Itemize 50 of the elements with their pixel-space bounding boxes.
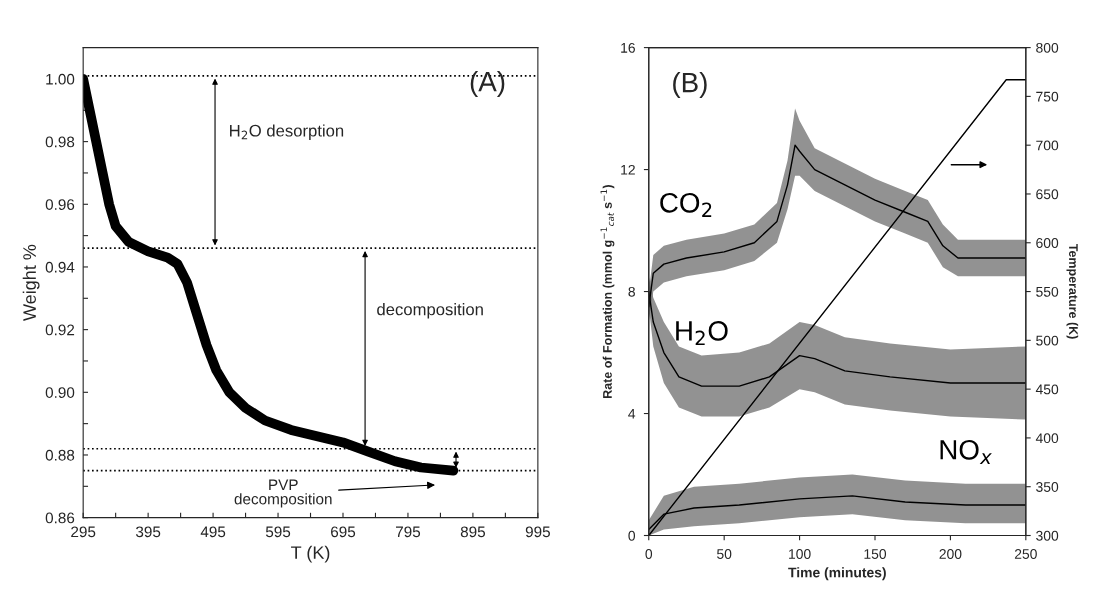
y2-tick-label: 400	[1035, 433, 1059, 444]
annotation: H$_{2}$O desorption	[230, 124, 344, 140]
annotation: decomposition	[377, 303, 483, 319]
y2-tick-label: 750	[1036, 91, 1059, 102]
series-label: CO$_{2}$	[660, 192, 712, 217]
y2-tick-label: 800	[1036, 42, 1059, 53]
y2-tick-label: 300	[1036, 530, 1059, 541]
y2-tick-label: 700	[1036, 140, 1059, 151]
y-tick-label: 0.92	[45, 324, 75, 336]
x-tick-label: 0	[645, 549, 653, 559]
y-tick-label: 0.90	[45, 387, 75, 398]
y-tick-label: 16	[621, 42, 635, 53]
y2-tick-label: 350	[1036, 482, 1059, 492]
y-tick-label: 12	[621, 164, 635, 175]
x-tick-label: 295	[71, 526, 96, 538]
y2-axis-title: Temperature (K)	[1066, 243, 1079, 339]
y2-tick-label: 500	[1036, 335, 1059, 346]
annotation: (B)	[673, 71, 707, 98]
x-tick-label: 200	[939, 549, 962, 559]
x-tick-label: 995	[525, 526, 550, 538]
x-tick-label: 795	[395, 526, 421, 538]
x-tick-label: 100	[789, 549, 811, 559]
x-tick-label: 150	[864, 549, 887, 559]
y-tick-label: 0.98	[45, 136, 75, 148]
x-tick-label: 595	[265, 526, 291, 538]
y-axis-title: Weight %	[22, 244, 40, 322]
y-tick-label: 8	[628, 286, 635, 297]
y-tick-label: 0.94	[45, 261, 75, 273]
x-axis-title: T (K)	[291, 545, 330, 563]
annotation: PVP decomposition	[234, 479, 332, 508]
y2-tick-label: 650	[1036, 189, 1059, 200]
y2-tick-label: 450	[1035, 384, 1059, 395]
annotation: (A)	[470, 71, 505, 97]
y-tick-label: 0.88	[45, 449, 75, 461]
x-tick-label: 250	[1014, 549, 1037, 559]
y-tick-label: 0.96	[45, 199, 75, 210]
y-tick-label: 0.86	[45, 512, 75, 524]
x-tick-label: 50	[717, 549, 732, 559]
y-tick-label: 4	[628, 409, 636, 419]
x-axis-title: Time (minutes)	[788, 567, 886, 581]
y-tick-label: 1.00	[46, 73, 75, 85]
y2-tick-label: 600	[1036, 238, 1059, 248]
x-tick-label: 895	[460, 526, 486, 538]
y-axis-title: Rate of Formation (mmol g$^{−1}$$_{cat}$ s$^{−1}$)	[600, 185, 615, 398]
x-tick-label: 495	[200, 526, 226, 538]
series-label: H$_{2}$O	[676, 321, 728, 345]
x-tick-label: 695	[331, 526, 356, 538]
x-tick-label: 395	[135, 526, 161, 538]
series-label: NO$_{x}$	[940, 439, 992, 464]
y2-tick-label: 550	[1036, 286, 1059, 297]
